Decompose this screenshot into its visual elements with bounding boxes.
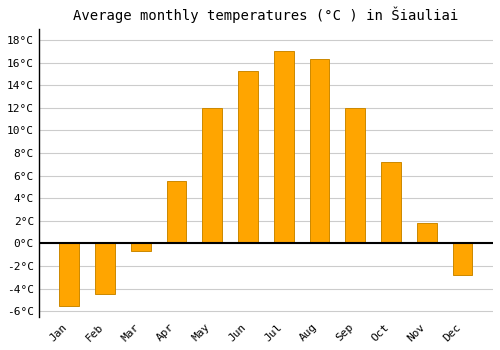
Bar (274, 51, 293, 243)
Bar (95, 243, 115, 294)
Bar (417, 223, 436, 243)
Bar (381, 162, 401, 243)
Bar (60, 243, 79, 306)
Bar (166, 181, 186, 243)
Bar (452, 243, 472, 275)
Title: Average monthly temperatures (°C ) in Šiauliai: Average monthly temperatures (°C ) in Ši… (74, 7, 458, 23)
Bar (238, 71, 258, 243)
Bar (310, 59, 330, 243)
Bar (202, 108, 222, 243)
Bar (346, 108, 365, 243)
Bar (131, 243, 150, 251)
